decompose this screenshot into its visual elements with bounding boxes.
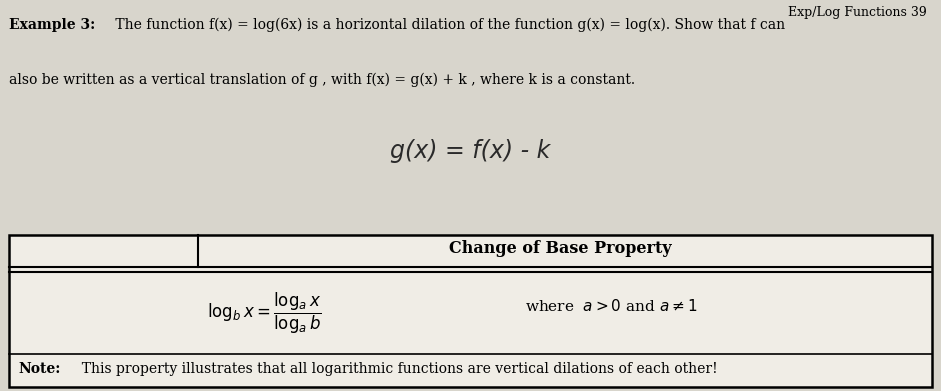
Text: Example 3:: Example 3: [9,18,96,32]
Text: also be written as a vertical translation of g , with f(x) = g(x) + k , where k : also be written as a vertical translatio… [9,72,635,87]
Text: $\log_b x = \dfrac{\log_a x}{\log_a b}$: $\log_b x = \dfrac{\log_a x}{\log_a b}$ [207,291,322,336]
Text: The function f(x) = log(6x) is a horizontal dilation of the function g(x) = log(: The function f(x) = log(6x) is a horizon… [111,18,785,32]
Text: Change of Base Property: Change of Base Property [449,240,671,257]
Bar [9,235,932,387]
Text: Note:: Note: [19,362,61,375]
Text: This property illustrates that all logarithmic functions are vertical dilations : This property illustrates that all logar… [73,362,718,375]
Text: g(x) = f(x) - k: g(x) = f(x) - k [391,139,550,163]
Text: where  $a > 0$ and $a \neq 1$: where $a > 0$ and $a \neq 1$ [525,298,698,314]
Text: Exp/Log Functions 39: Exp/Log Functions 39 [789,6,927,19]
